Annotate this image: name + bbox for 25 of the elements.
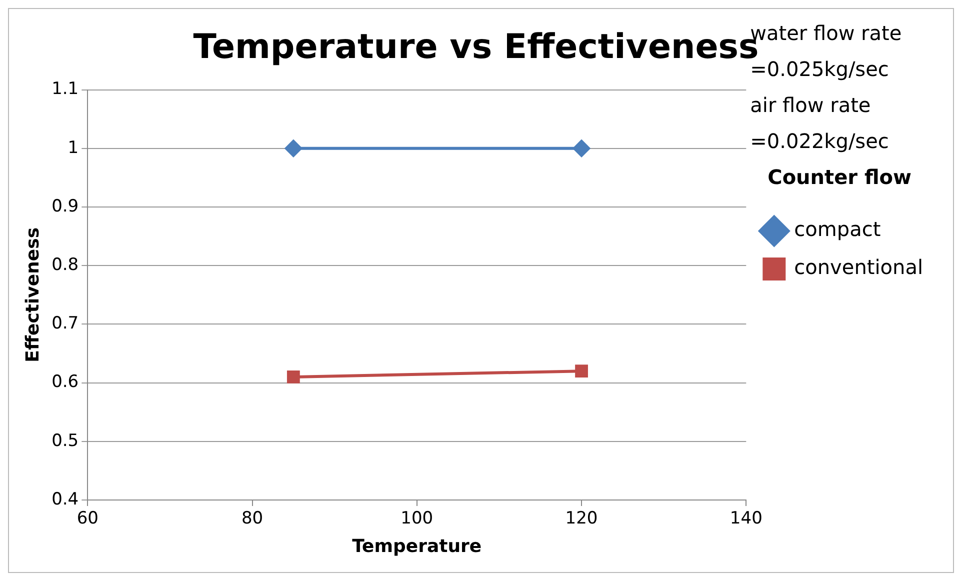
text: =0.022kg/sec: [750, 129, 889, 154]
point: [286, 370, 300, 384]
point: [284, 140, 302, 157]
x-tick-label: 60: [76, 508, 98, 529]
y-axis-title: Effectiveness: [22, 227, 44, 362]
y-tick-label: 0.8: [52, 255, 79, 276]
y-tick-label: 1.1: [52, 79, 79, 100]
x-tick-label: 100: [400, 508, 434, 529]
y-tick-label: 0.9: [52, 196, 79, 216]
y-tick-label: 0.6: [52, 372, 79, 392]
x-tick-label: 120: [565, 508, 598, 529]
legend-label: conventional: [794, 255, 924, 280]
y-tick-label: 0.7: [52, 314, 79, 334]
text: air flow rate: [750, 93, 871, 118]
point: [573, 140, 590, 157]
y-tick-label: 1: [68, 138, 79, 158]
x-tick-label: 80: [241, 508, 264, 529]
point: [575, 364, 588, 378]
legend-title: Counter flow: [768, 165, 912, 190]
y-tick-label: 0.4: [52, 489, 79, 510]
legend-label: compact: [794, 217, 881, 242]
text: =0.025kg/sec: [750, 57, 889, 82]
x-axis-title: Temperature: [352, 536, 482, 557]
y-tick-label: 0.5: [52, 430, 79, 451]
x-tick-label: 140: [730, 508, 762, 529]
